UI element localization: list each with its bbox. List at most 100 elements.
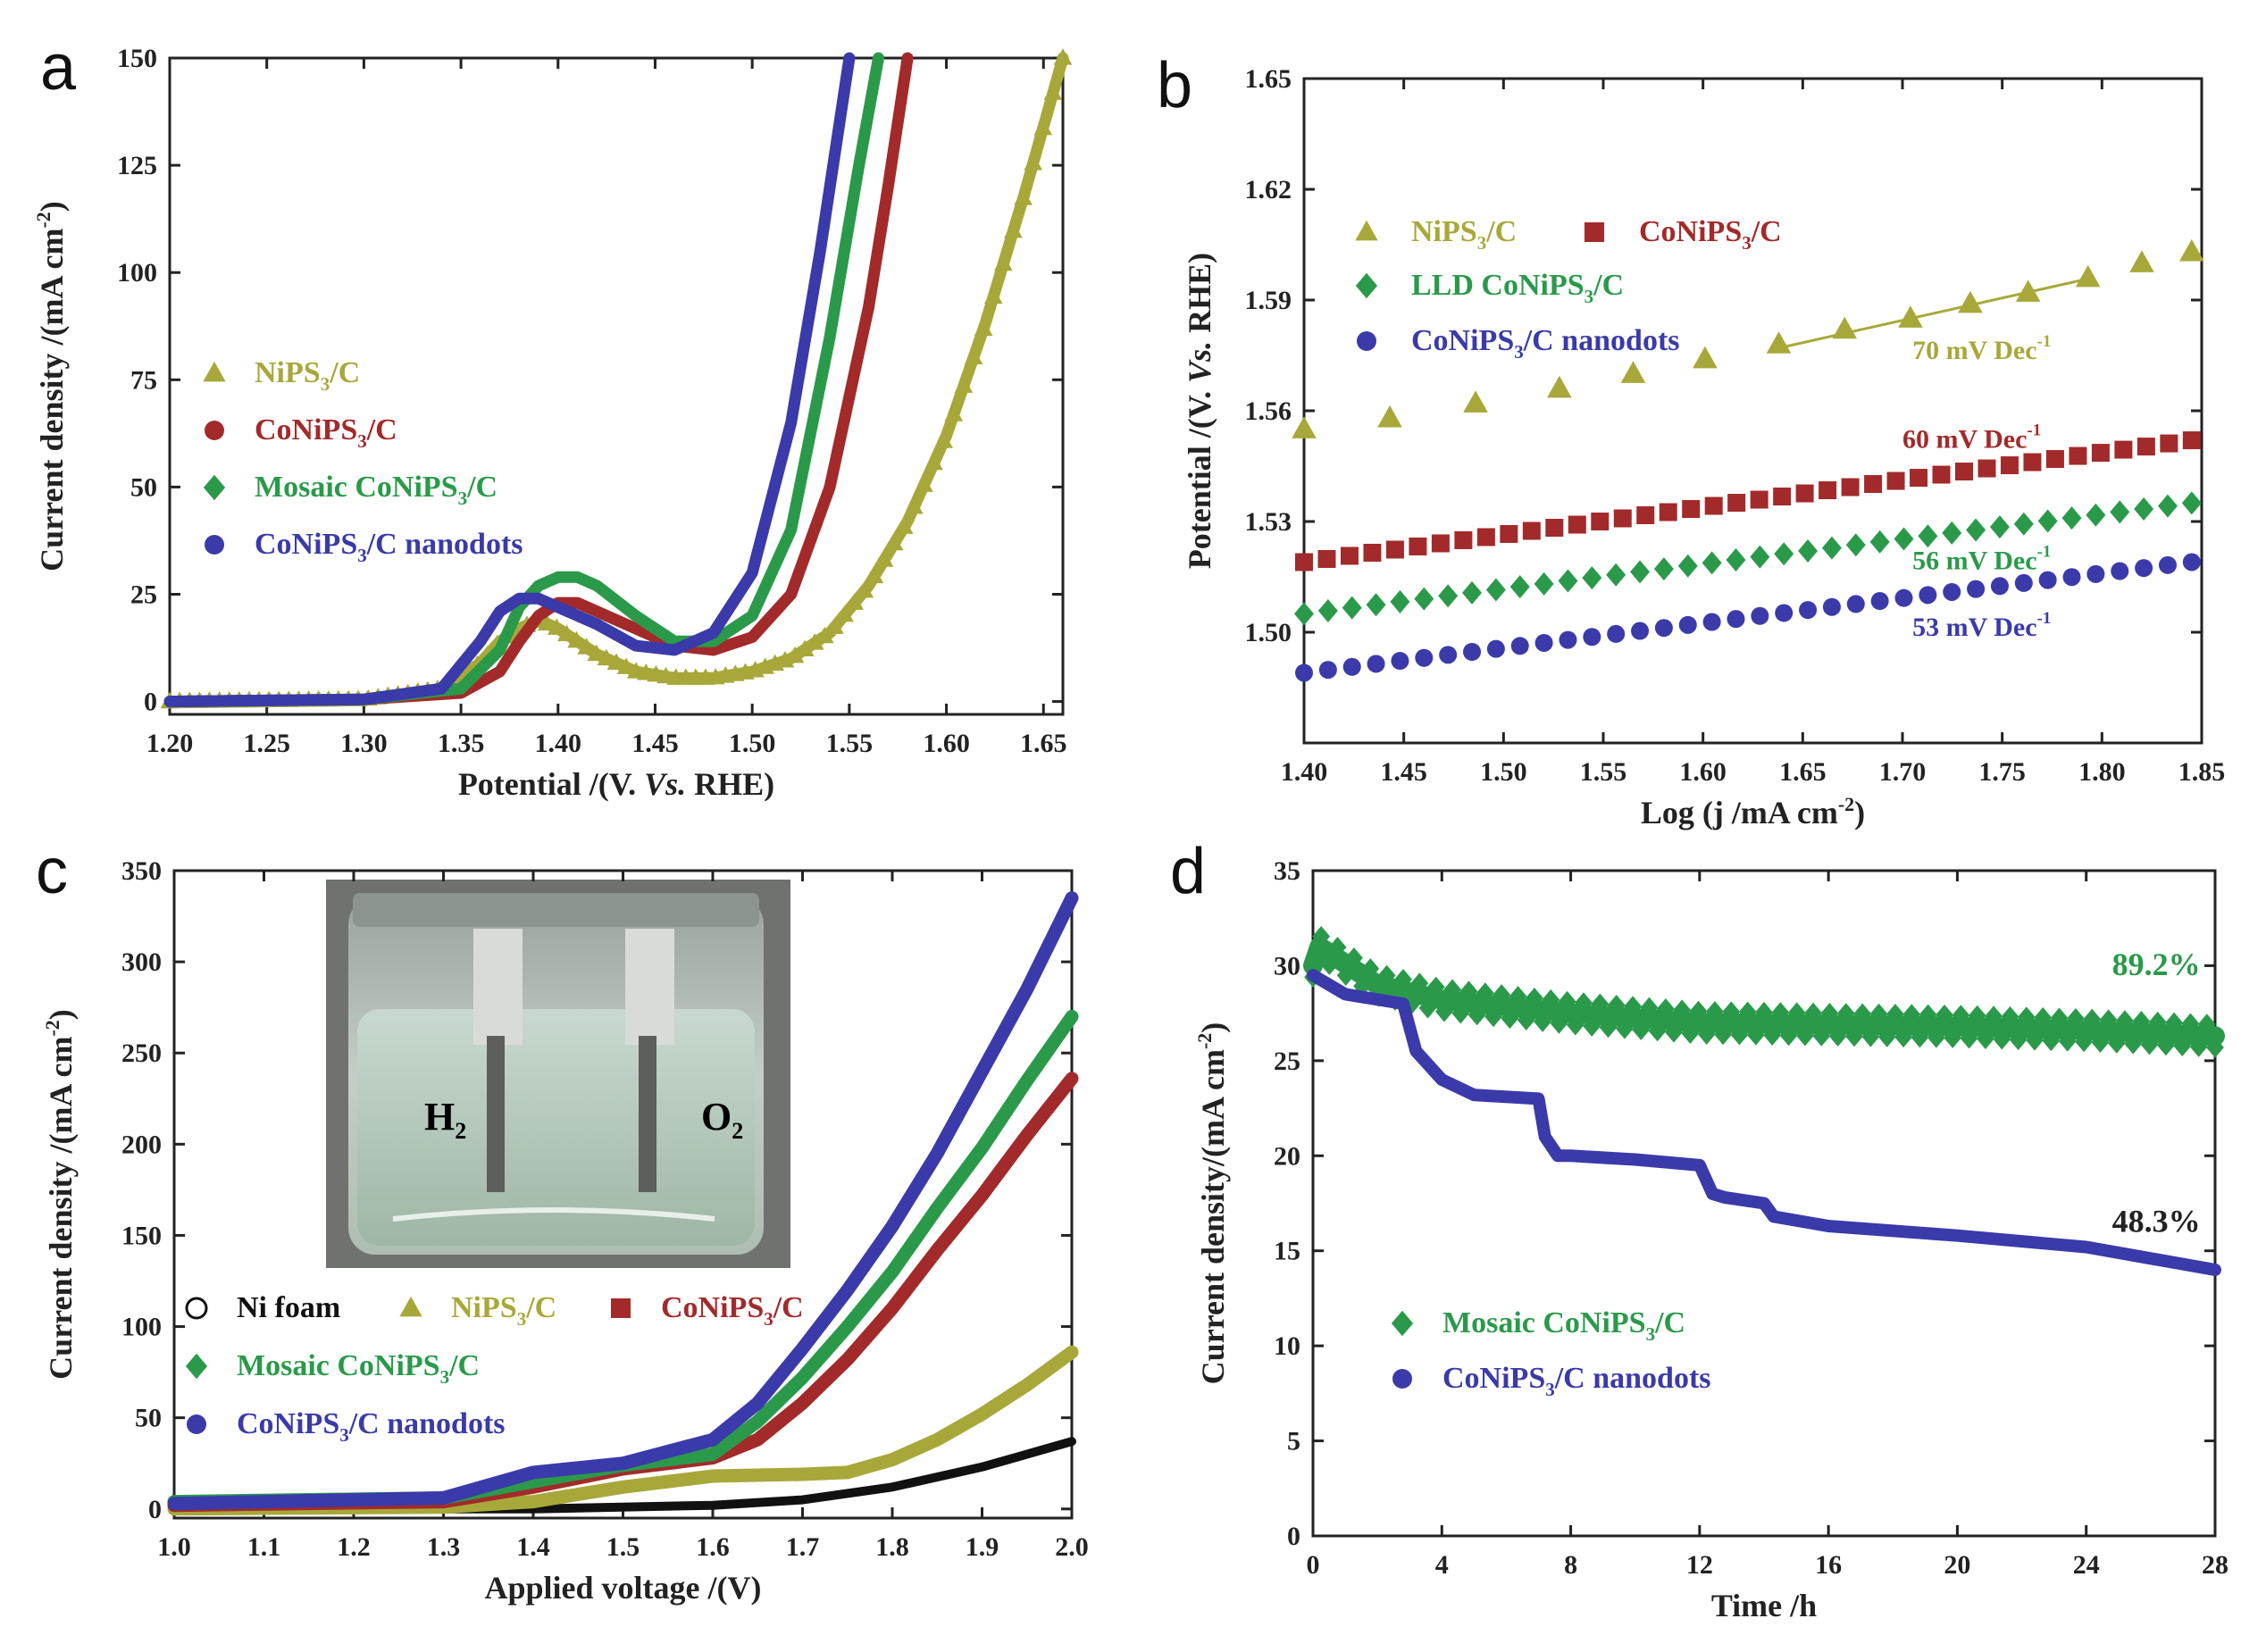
data-point bbox=[1822, 597, 1841, 616]
x-tick-label: 1.8 bbox=[875, 1532, 909, 1562]
data-point bbox=[1977, 1028, 1994, 1049]
y-tick-label: 1.65 bbox=[1245, 64, 1292, 94]
tafel-fit-line bbox=[1778, 276, 2093, 350]
data-point bbox=[597, 648, 616, 666]
retention-label-nanodots: 48.3% bbox=[2112, 1203, 2201, 1239]
data-point bbox=[1787, 1002, 1806, 1023]
data-point bbox=[1738, 1001, 1757, 1023]
data-point bbox=[1534, 1011, 1551, 1032]
data-point bbox=[1439, 646, 1458, 664]
x-tick-label: 1.9 bbox=[966, 1532, 999, 1562]
electrode-holder-right bbox=[625, 929, 674, 1045]
data-point bbox=[1418, 997, 1437, 1019]
data-point bbox=[1476, 982, 1494, 1004]
panel-letter-c: c bbox=[36, 836, 68, 907]
series-line bbox=[163, 52, 914, 708]
data-point bbox=[2197, 1014, 2216, 1035]
data-point bbox=[1798, 538, 1819, 563]
plot-frame bbox=[1302, 77, 2203, 745]
data-point bbox=[1828, 1025, 1847, 1047]
data-point bbox=[577, 638, 597, 655]
x-tick-label: 4 bbox=[1435, 1550, 1449, 1580]
data-point bbox=[1550, 1013, 1568, 1034]
legend-label: NiPS3/C bbox=[451, 1291, 556, 1330]
data-point bbox=[1342, 657, 1361, 676]
series-line bbox=[167, 891, 1079, 1511]
legend-label: CoNiPS3/C bbox=[1639, 215, 1782, 254]
x-tick-label: 1.75 bbox=[1978, 757, 2026, 787]
data-point bbox=[1463, 643, 1482, 662]
x-tick-label: 1.40 bbox=[1281, 757, 1328, 787]
data-point bbox=[1898, 305, 1923, 328]
y-tick-label: 25 bbox=[130, 580, 157, 609]
data-point bbox=[1812, 1025, 1831, 1047]
data-point bbox=[1968, 1005, 1986, 1027]
data-point bbox=[2037, 509, 2058, 533]
data-point bbox=[2181, 491, 2202, 515]
series-0 bbox=[170, 1437, 1076, 1514]
anode-electrode bbox=[639, 1036, 656, 1192]
data-point bbox=[815, 626, 834, 644]
data-point bbox=[1410, 972, 1429, 994]
legend-marker bbox=[399, 1296, 422, 1317]
chart-panel-a: 1.20 1.25 1.30 1.35 1.40 1.45 1.50 1.55 1.60 1.65… bbox=[32, 44, 1073, 802]
x-axis-label: Applied voltage /(V) bbox=[485, 1570, 762, 1606]
electrolyzer-photo-inset: H2 O2 bbox=[326, 880, 790, 1268]
data-point bbox=[1545, 518, 1564, 537]
data-point bbox=[1702, 613, 1721, 631]
data-point bbox=[1706, 1001, 1724, 1022]
plot-frame bbox=[168, 56, 1065, 716]
data-point bbox=[2023, 453, 2042, 471]
data-point bbox=[2158, 555, 2177, 574]
legend-label: LLD CoNiPS3/C bbox=[1411, 269, 1624, 307]
y-tick-label: 250 bbox=[121, 1039, 162, 1068]
data-point bbox=[2206, 1037, 2224, 1058]
data-point bbox=[1435, 1001, 1453, 1022]
panel-letter-d: d bbox=[1170, 836, 1206, 907]
legend-marker bbox=[1392, 1369, 1412, 1389]
series-1 bbox=[167, 1345, 1079, 1516]
series-0 bbox=[1292, 238, 2204, 438]
x-tick-label: 1.60 bbox=[1679, 757, 1727, 787]
slope-annotation: 56 mV Dec-1 bbox=[1912, 543, 2051, 576]
data-point bbox=[1415, 648, 1434, 667]
y-tick-label: 150 bbox=[121, 1221, 162, 1250]
data-point bbox=[1493, 984, 1511, 1005]
data-point bbox=[1918, 524, 1938, 548]
data-point bbox=[825, 617, 844, 634]
data-point bbox=[1678, 615, 1697, 634]
data-point bbox=[2136, 438, 2155, 456]
data-point bbox=[1796, 1025, 1814, 1047]
beaker-bottom-reflection bbox=[392, 1207, 715, 1222]
data-point bbox=[1990, 577, 2009, 596]
data-point bbox=[1630, 560, 1651, 584]
x-tick-label: 1.7 bbox=[786, 1532, 820, 1562]
data-point bbox=[1451, 1002, 1470, 1024]
data-point bbox=[2075, 1030, 2093, 1053]
y-axis-label: Current density/(mA cm-2) bbox=[1193, 1022, 1231, 1385]
data-point bbox=[1534, 572, 1554, 596]
data-point bbox=[2042, 1030, 2061, 1052]
data-point bbox=[1510, 637, 1529, 655]
data-point bbox=[1342, 596, 1362, 620]
data-point bbox=[1043, 83, 1063, 100]
data-point bbox=[1861, 1026, 1880, 1047]
data-point bbox=[1869, 530, 1890, 554]
data-point bbox=[845, 593, 865, 610]
legend-label: CoNiPS3/C bbox=[661, 1291, 804, 1330]
data-point bbox=[1014, 188, 1033, 205]
cathode-electrode bbox=[487, 1036, 505, 1192]
data-point bbox=[1864, 475, 1883, 494]
data-point bbox=[2075, 264, 2101, 288]
data-point bbox=[1295, 663, 1313, 682]
y-axis-label: Potential /(V. Vs. RHE) bbox=[1182, 253, 1217, 569]
data-point bbox=[1443, 979, 1461, 1000]
data-point bbox=[1312, 925, 1331, 947]
data-point bbox=[775, 650, 795, 668]
data-point bbox=[1773, 488, 1792, 506]
y-tick-label: 150 bbox=[117, 44, 157, 73]
data-point bbox=[1463, 390, 1488, 413]
data-point bbox=[1989, 515, 2010, 539]
series-1 bbox=[163, 52, 914, 708]
data-point bbox=[1702, 551, 1722, 575]
